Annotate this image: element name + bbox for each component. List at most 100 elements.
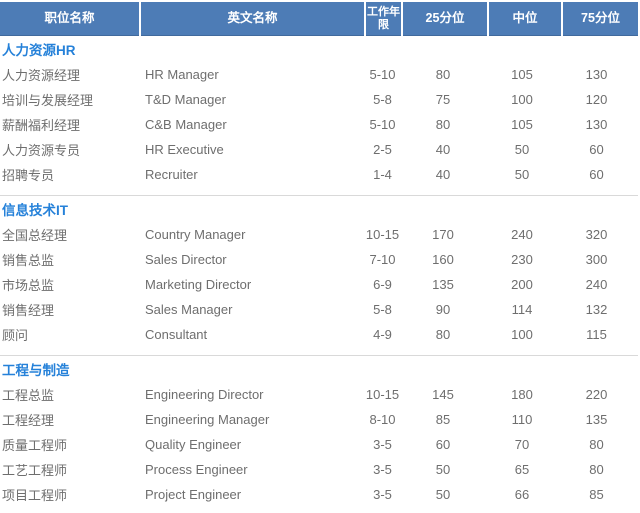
cell-position-en: Project Engineer <box>145 487 242 502</box>
table-row: 工程经理 Engineering Manager 8-10 85 110 135 <box>0 407 640 432</box>
cell-median: 50 <box>514 142 530 157</box>
cell-position-en: Marketing Director <box>145 277 252 292</box>
cell-median: 240 <box>511 227 533 242</box>
table-row: 市场总监 Marketing Director 6-9 135 200 240 <box>0 272 640 297</box>
cell-p75: 130 <box>585 117 608 132</box>
cell-years: 7-10 <box>369 252 396 267</box>
cell-p75: 300 <box>585 252 608 267</box>
column-header-position-en: 英文名称 <box>141 2 364 36</box>
section-rows: 工程总监 Engineering Director 10-15 145 180 … <box>0 382 640 507</box>
section-title: 工程与制造 <box>2 363 70 378</box>
cell-years: 3-5 <box>373 487 392 502</box>
cell-median: 66 <box>514 487 530 502</box>
section-divider <box>0 195 638 196</box>
cell-position-cn: 销售总监 <box>2 253 55 268</box>
cell-years: 2-5 <box>373 142 392 157</box>
cell-position-en: Engineering Manager <box>145 412 270 427</box>
cell-p25: 80 <box>435 117 451 132</box>
cell-p75: 80 <box>589 462 604 477</box>
table-section: 工程与制造 工程总监 Engineering Director 10-15 14… <box>0 356 640 513</box>
cell-position-cn: 市场总监 <box>2 278 55 293</box>
cell-years: 10-15 <box>365 227 400 242</box>
table-header-row: 职位名称 英文名称 工作年限 25分位 中位 75分位 <box>0 2 638 36</box>
cell-p75: 240 <box>585 277 608 292</box>
cell-p75: 120 <box>585 92 608 107</box>
cell-position-cn: 招聘专员 <box>2 168 55 183</box>
table-row: 招聘专员 Recruiter 1-4 40 50 60 <box>0 162 640 187</box>
cell-position-en: Recruiter <box>145 167 198 182</box>
cell-position-en: Country Manager <box>145 227 246 242</box>
column-header-years: 工作年限 <box>366 2 401 36</box>
cell-years: 5-8 <box>373 302 392 317</box>
cell-median: 110 <box>511 412 533 427</box>
cell-median: 230 <box>511 252 533 267</box>
table-section: 信息技术IT 全国总经理 Country Manager 10-15 170 2… <box>0 196 640 356</box>
cell-p25: 170 <box>432 227 454 242</box>
cell-position-cn: 工程经理 <box>2 413 55 428</box>
cell-p75: 135 <box>585 412 608 427</box>
cell-median: 65 <box>514 462 530 477</box>
cell-position-cn: 工艺工程师 <box>2 463 68 478</box>
cell-position-cn: 质量工程师 <box>2 438 68 453</box>
cell-years: 6-9 <box>373 277 392 292</box>
table-section: 人力资源HR 人力资源经理 HR Manager 5-10 80 105 130… <box>0 36 640 196</box>
table-body: 人力资源HR 人力资源经理 HR Manager 5-10 80 105 130… <box>0 36 640 513</box>
table-row: 工程总监 Engineering Director 10-15 145 180 … <box>0 382 640 407</box>
cell-p75: 320 <box>585 227 608 242</box>
cell-median: 114 <box>511 302 533 317</box>
cell-p75: 60 <box>589 167 604 182</box>
cell-p25: 85 <box>435 412 451 427</box>
cell-position-en: Engineering Director <box>145 387 264 402</box>
column-header-median: 中位 <box>489 2 561 36</box>
cell-position-en: Quality Engineer <box>145 437 242 452</box>
cell-years: 5-10 <box>369 67 396 82</box>
table-row: 人力资源经理 HR Manager 5-10 80 105 130 <box>0 62 640 87</box>
cell-p75: 132 <box>585 302 608 317</box>
cell-position-en: Sales Manager <box>145 302 233 317</box>
section-title: 信息技术IT <box>2 203 68 218</box>
table-row: 销售经理 Sales Manager 5-8 90 114 132 <box>0 297 640 322</box>
cell-median: 50 <box>514 167 530 182</box>
cell-median: 180 <box>511 387 533 402</box>
cell-position-en: Consultant <box>145 327 208 342</box>
cell-position-cn: 培训与发展经理 <box>2 93 94 108</box>
cell-p75: 220 <box>585 387 608 402</box>
cell-years: 1-4 <box>373 167 392 182</box>
cell-p25: 90 <box>435 302 451 317</box>
cell-median: 70 <box>514 437 530 452</box>
cell-position-en: C&B Manager <box>145 117 227 132</box>
cell-position-en: Sales Director <box>145 252 227 267</box>
cell-position-en: Process Engineer <box>145 462 248 477</box>
cell-p25: 75 <box>435 92 451 107</box>
cell-position-en: HR Executive <box>145 142 224 157</box>
table-row: 销售总监 Sales Director 7-10 160 230 300 <box>0 247 640 272</box>
cell-p25: 40 <box>435 167 451 182</box>
cell-p25: 80 <box>435 327 451 342</box>
cell-p25: 135 <box>432 277 454 292</box>
cell-position-cn: 人力资源专员 <box>2 143 81 158</box>
cell-median: 200 <box>511 277 533 292</box>
cell-median: 100 <box>511 92 533 107</box>
cell-p25: 50 <box>435 487 451 502</box>
column-header-p25: 25分位 <box>403 2 487 36</box>
cell-p25: 80 <box>435 67 451 82</box>
cell-years: 3-5 <box>373 437 392 452</box>
table-row: 人力资源专员 HR Executive 2-5 40 50 60 <box>0 137 640 162</box>
section-title: 人力资源HR <box>2 43 76 58</box>
cell-years: 4-9 <box>373 327 392 342</box>
cell-p25: 50 <box>435 462 451 477</box>
table-row: 顾问 Consultant 4-9 80 100 115 <box>0 322 640 347</box>
section-rows: 人力资源经理 HR Manager 5-10 80 105 130 培训与发展经… <box>0 62 640 187</box>
cell-position-cn: 全国总经理 <box>2 228 68 243</box>
cell-p75: 115 <box>586 327 607 342</box>
cell-p75: 60 <box>589 142 604 157</box>
cell-years: 10-15 <box>365 387 400 402</box>
cell-years: 3-5 <box>373 462 392 477</box>
table-row: 培训与发展经理 T&D Manager 5-8 75 100 120 <box>0 87 640 112</box>
table-row: 质量工程师 Quality Engineer 3-5 60 70 80 <box>0 432 640 457</box>
cell-median: 105 <box>511 117 533 132</box>
cell-median: 105 <box>511 67 533 82</box>
cell-position-cn: 工程总监 <box>2 388 55 403</box>
cell-position-en: HR Manager <box>145 67 219 82</box>
cell-years: 5-8 <box>373 92 392 107</box>
